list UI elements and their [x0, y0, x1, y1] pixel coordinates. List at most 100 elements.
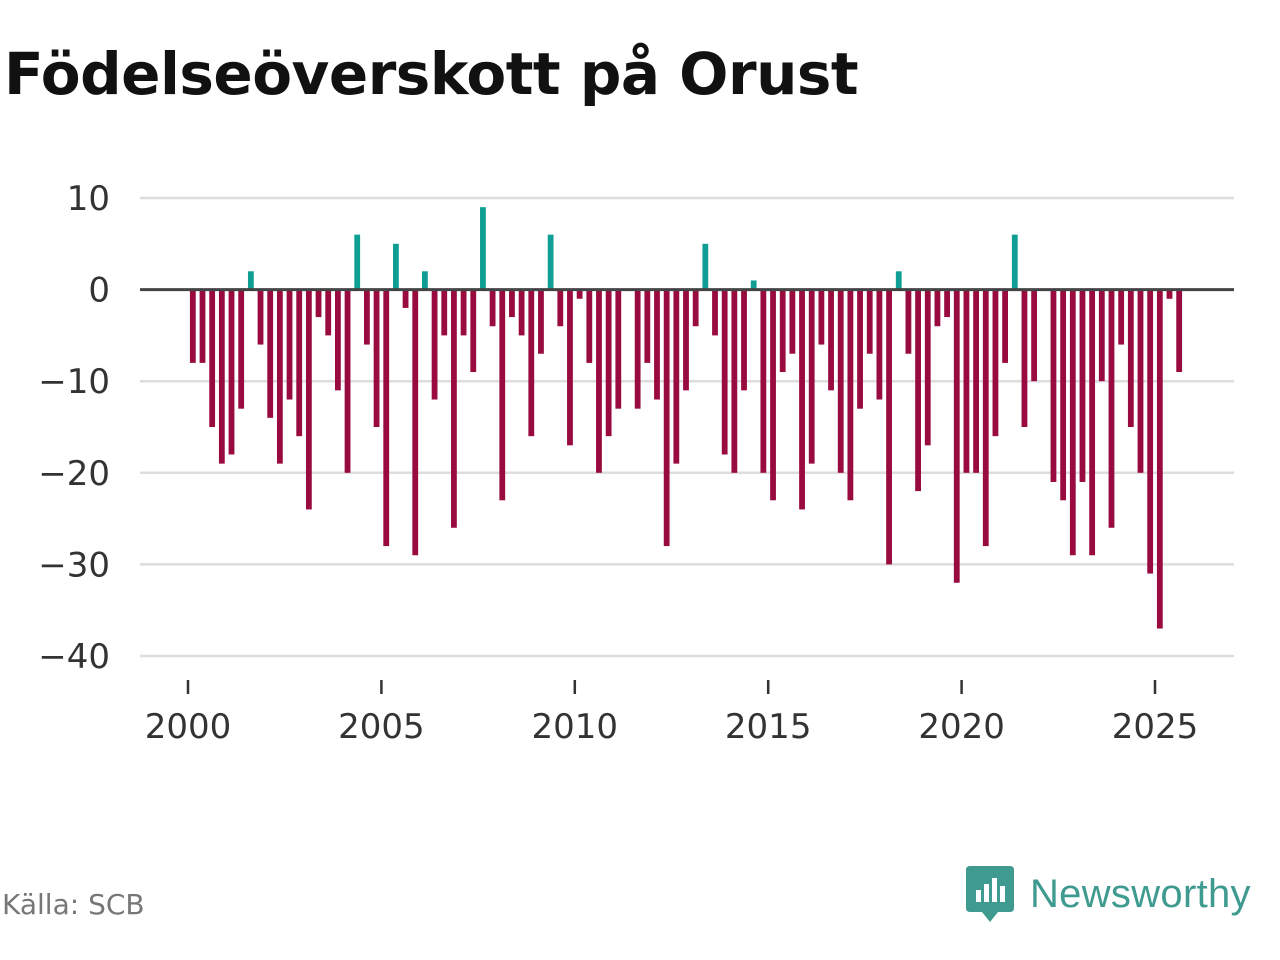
bar — [1050, 289, 1057, 482]
x-tick-label: 2020 — [918, 707, 1005, 747]
bar — [1098, 289, 1105, 382]
bar — [422, 271, 428, 290]
bar — [528, 289, 535, 437]
bar — [296, 289, 303, 437]
bar — [586, 289, 593, 363]
bar — [692, 289, 699, 327]
bar — [412, 289, 419, 556]
bar — [866, 289, 873, 354]
bar — [634, 289, 641, 409]
bar — [663, 289, 670, 547]
bar — [257, 289, 264, 345]
bar — [953, 289, 960, 583]
y-tick-label: 0 — [88, 271, 110, 311]
bar — [750, 280, 757, 290]
bar — [1089, 289, 1096, 556]
bar — [654, 289, 660, 400]
bar — [247, 271, 254, 290]
bar — [973, 289, 979, 473]
bar — [760, 289, 767, 473]
source-label: Källa: SCB — [2, 888, 145, 921]
bar — [1127, 289, 1134, 427]
bar — [402, 289, 409, 308]
bar — [315, 289, 322, 318]
x-tick-label: 2025 — [1112, 707, 1199, 747]
bar — [605, 289, 612, 437]
bar — [992, 289, 999, 437]
bar — [228, 289, 235, 455]
bar — [567, 289, 573, 446]
bar — [905, 289, 912, 354]
bar — [383, 289, 390, 547]
bar — [344, 289, 351, 473]
bar — [286, 289, 293, 400]
bar — [963, 289, 970, 473]
bar — [615, 289, 622, 409]
bar — [644, 289, 651, 363]
bar — [509, 289, 515, 318]
bar — [1031, 289, 1038, 382]
bar — [702, 243, 709, 290]
bar — [886, 289, 892, 565]
bars — [189, 207, 1183, 629]
x-tick-label: 2015 — [725, 707, 812, 747]
y-tick-label: −10 — [38, 362, 110, 402]
y-axis: 10 0 −10 −20 −30 −40 — [38, 179, 110, 677]
x-tick-label: 2000 — [145, 707, 232, 747]
bar — [354, 234, 361, 290]
bar — [199, 289, 206, 363]
bar — [431, 289, 438, 400]
bar — [944, 289, 950, 318]
chart-title: Födelseöverskott på Orust — [4, 40, 859, 108]
bar — [837, 289, 844, 473]
bar — [1079, 289, 1086, 482]
bar — [267, 289, 274, 418]
y-tick-label: −20 — [38, 454, 110, 494]
bar — [1069, 289, 1076, 556]
bar — [238, 289, 245, 409]
bar — [1011, 234, 1018, 290]
bar — [721, 289, 728, 455]
bar — [518, 289, 525, 336]
bar — [799, 289, 805, 510]
y-tick-label: 10 — [67, 179, 110, 219]
bar — [363, 289, 370, 345]
bar — [895, 271, 902, 290]
bar — [538, 289, 544, 354]
bar — [441, 289, 448, 336]
bar — [1147, 289, 1154, 574]
bar — [209, 289, 216, 427]
x-tick-label: 2005 — [338, 707, 425, 747]
bar — [1108, 289, 1115, 528]
bar — [876, 289, 883, 400]
y-tick-label: −30 — [38, 545, 110, 585]
bar — [934, 289, 941, 327]
bar — [915, 289, 921, 492]
bar — [828, 289, 834, 391]
bar — [1021, 289, 1028, 427]
bar — [334, 289, 341, 391]
bar — [499, 289, 506, 501]
bar — [460, 289, 467, 336]
bar — [576, 289, 583, 299]
bar — [818, 289, 825, 345]
bar — [847, 289, 854, 501]
bar — [470, 289, 477, 373]
bar — [808, 289, 815, 464]
x-axis: 2000 2005 2010 2015 2020 2025 — [145, 680, 1199, 747]
bar — [1156, 289, 1163, 629]
bar — [770, 289, 776, 501]
bar — [276, 289, 283, 464]
bar — [1002, 289, 1009, 363]
bar — [982, 289, 989, 547]
bar — [857, 289, 863, 409]
x-tick-label: 2010 — [532, 707, 619, 747]
bar — [325, 289, 332, 336]
brand-logo[interactable]: Newsworthy — [964, 864, 1251, 924]
bar — [1176, 289, 1183, 373]
bar — [451, 289, 457, 528]
bar — [1060, 289, 1067, 501]
bar — [779, 289, 786, 373]
bar — [393, 243, 399, 290]
